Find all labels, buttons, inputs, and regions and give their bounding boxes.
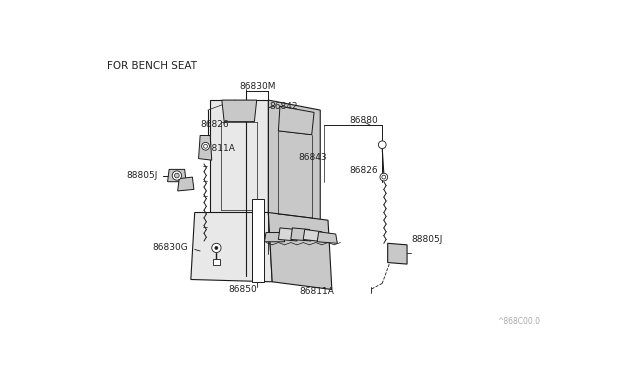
Circle shape <box>215 246 218 250</box>
Text: 86830M: 86830M <box>239 82 275 91</box>
Polygon shape <box>291 228 311 241</box>
Text: 88805J: 88805J <box>127 171 158 180</box>
Circle shape <box>175 173 179 178</box>
Polygon shape <box>278 106 314 135</box>
Polygon shape <box>303 230 323 242</box>
Text: 86842: 86842 <box>270 102 298 111</box>
Polygon shape <box>388 243 407 264</box>
Text: 86880: 86880 <box>349 116 378 125</box>
Circle shape <box>172 171 182 180</box>
Polygon shape <box>178 177 194 191</box>
Text: ^868C00.0: ^868C00.0 <box>497 317 540 326</box>
Polygon shape <box>191 212 272 282</box>
Circle shape <box>382 175 386 179</box>
Polygon shape <box>198 135 212 160</box>
Circle shape <box>380 173 388 181</box>
Text: FOR BENCH SEAT: FOR BENCH SEAT <box>107 61 197 71</box>
Polygon shape <box>264 232 285 242</box>
Text: 86826: 86826 <box>349 166 378 174</box>
Text: 86850: 86850 <box>228 285 257 294</box>
Circle shape <box>212 243 221 253</box>
Text: 86811A: 86811A <box>200 144 235 153</box>
Text: 86843: 86843 <box>298 153 327 161</box>
Polygon shape <box>317 232 337 243</box>
Circle shape <box>202 142 209 150</box>
Polygon shape <box>222 100 257 122</box>
Text: 88805J: 88805J <box>411 235 442 244</box>
Polygon shape <box>268 212 332 289</box>
Text: 86811A: 86811A <box>299 286 334 295</box>
Polygon shape <box>268 100 320 254</box>
Text: 86826: 86826 <box>200 120 228 129</box>
Polygon shape <box>278 228 297 241</box>
Polygon shape <box>168 169 186 182</box>
Text: 86830G: 86830G <box>152 243 188 251</box>
Polygon shape <box>252 199 264 282</box>
Circle shape <box>378 141 386 148</box>
Circle shape <box>204 144 207 148</box>
Polygon shape <box>210 100 268 254</box>
Polygon shape <box>212 259 220 265</box>
